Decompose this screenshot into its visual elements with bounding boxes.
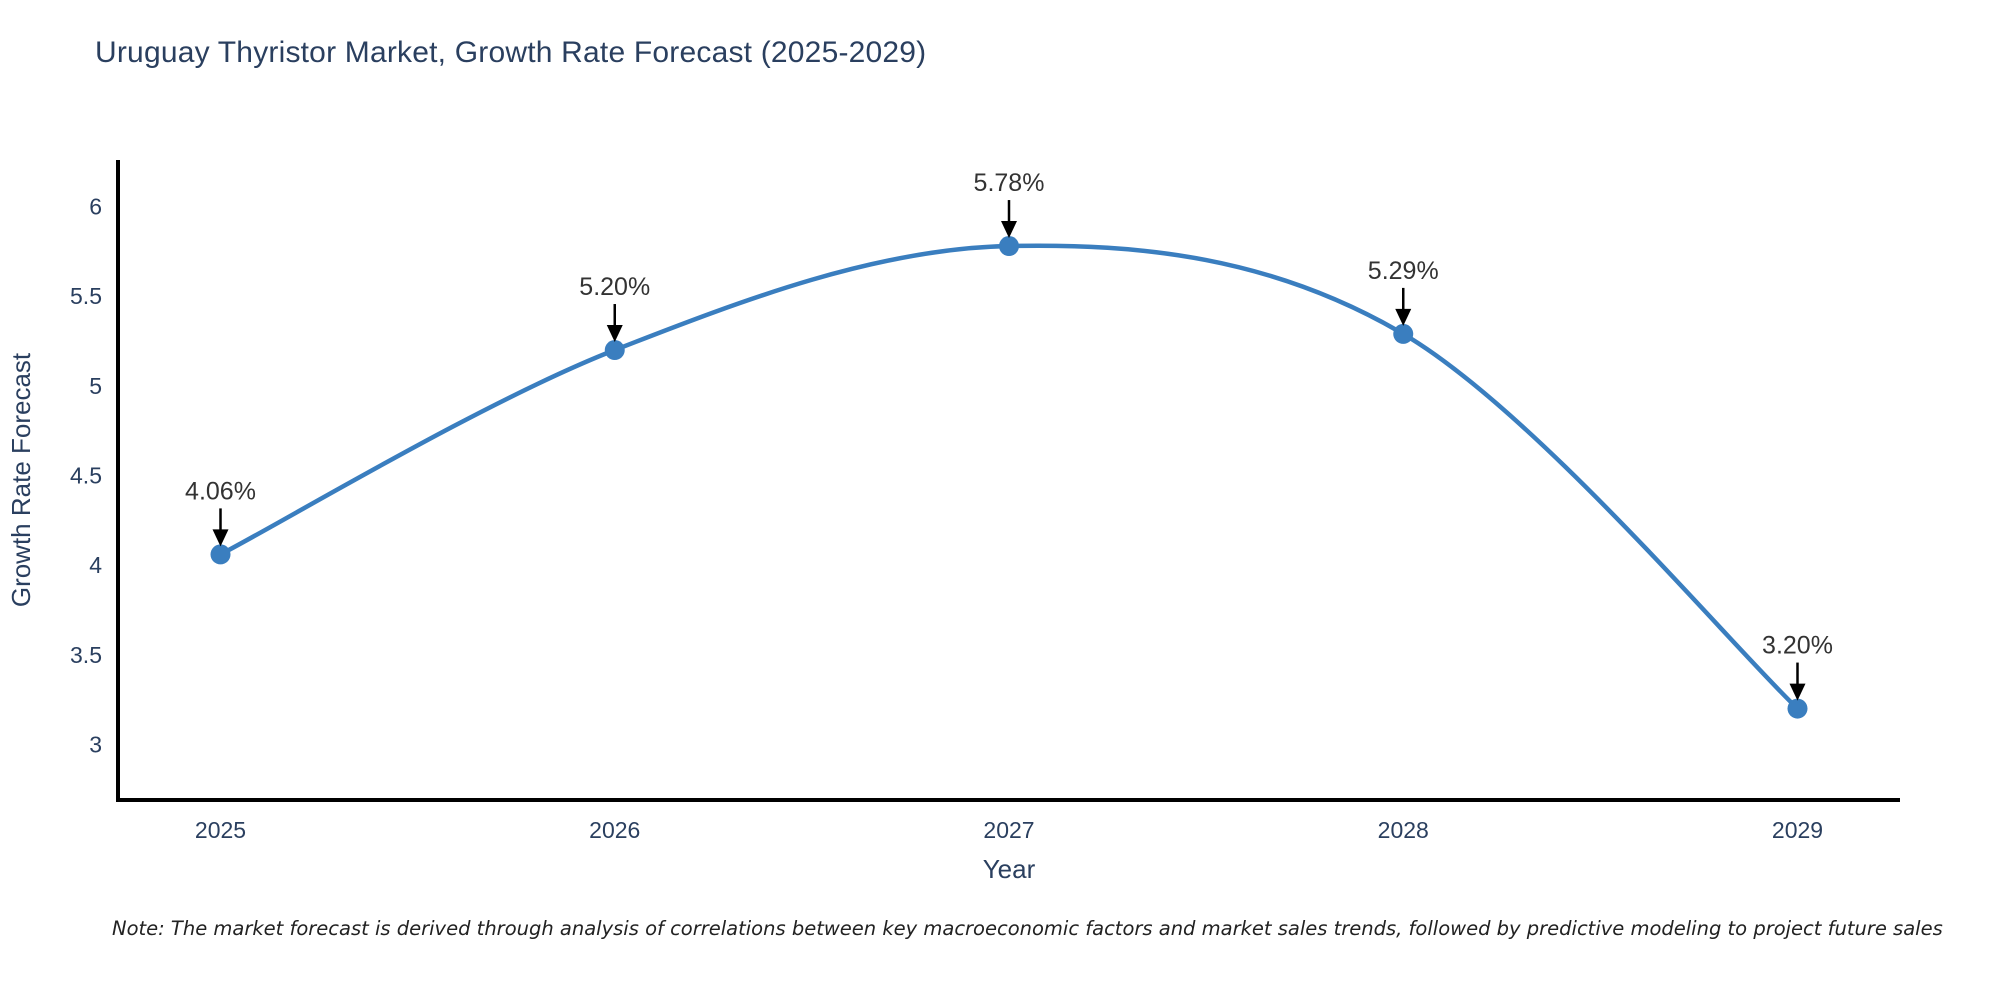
annotation-label: 3.20% xyxy=(1762,632,1833,660)
y-tick-label: 5 xyxy=(89,373,102,399)
x-tick-label: 2027 xyxy=(983,817,1034,843)
series-line xyxy=(218,243,1800,711)
y-tick-label: 3 xyxy=(89,731,102,757)
x-tick-label: 2028 xyxy=(1378,817,1429,843)
y-tick-label: 6 xyxy=(89,194,102,220)
annotation-arrow-head xyxy=(1395,308,1412,326)
data-point-marker xyxy=(210,544,231,565)
footnote: Note: The market forecast is derived thr… xyxy=(112,917,1943,940)
x-tick-label: 2029 xyxy=(1772,817,1823,843)
data-point-marker xyxy=(1787,698,1808,719)
data-point-marker xyxy=(604,340,625,361)
annotation-arrow-head xyxy=(1001,221,1017,239)
data-point-marker xyxy=(999,236,1019,257)
annotation-arrow-head xyxy=(606,325,623,343)
y-axis-title: Growth Rate Forecast xyxy=(6,352,36,607)
annotation-arrow-head xyxy=(1789,683,1806,701)
annotation-label: 5.78% xyxy=(974,169,1045,197)
x-tick-label: 2026 xyxy=(589,817,640,843)
data-point-marker xyxy=(1393,323,1414,344)
chart-title: Uruguay Thyristor Market, Growth Rate Fo… xyxy=(95,36,927,69)
annotation-label: 5.29% xyxy=(1368,257,1439,285)
x-axis-title: Year xyxy=(983,854,1036,884)
annotation-label: 4.06% xyxy=(185,477,256,505)
y-tick-label: 4.5 xyxy=(70,463,102,489)
annotation-arrow-head xyxy=(212,529,229,547)
y-tick-label: 5.5 xyxy=(70,283,102,309)
x-tick-label: 2025 xyxy=(195,817,246,843)
annotation-label: 5.20% xyxy=(579,273,650,301)
y-tick-label: 4 xyxy=(89,552,102,578)
y-tick-label: 3.5 xyxy=(70,642,102,668)
